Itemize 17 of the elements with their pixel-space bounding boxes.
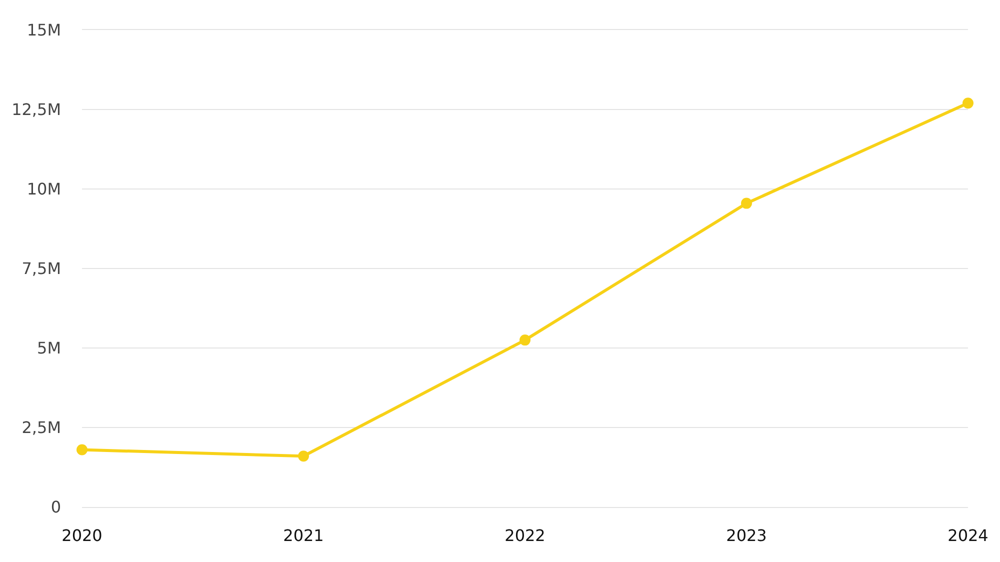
y-tick-label: 10M — [26, 180, 61, 199]
x-tick-label: 2021 — [283, 526, 324, 546]
y-tick-label: 5M — [37, 338, 61, 358]
x-tick-label: 2024 — [948, 526, 988, 546]
x-tick-label: 2020 — [62, 526, 102, 546]
x-tick-label: 2022 — [504, 526, 546, 546]
y-tick-label: 15M — [26, 20, 61, 40]
point — [741, 198, 752, 209]
y-tick-label: 7,5M — [22, 259, 61, 278]
point — [520, 334, 530, 346]
y-tick-label: 2,5M — [22, 418, 61, 438]
y-tick-label: 0 — [50, 498, 61, 517]
y-tick-label: 12,5M — [12, 100, 61, 120]
point — [76, 444, 88, 456]
point — [962, 98, 974, 109]
x-tick-label: 2023 — [726, 526, 767, 546]
point — [298, 450, 309, 462]
